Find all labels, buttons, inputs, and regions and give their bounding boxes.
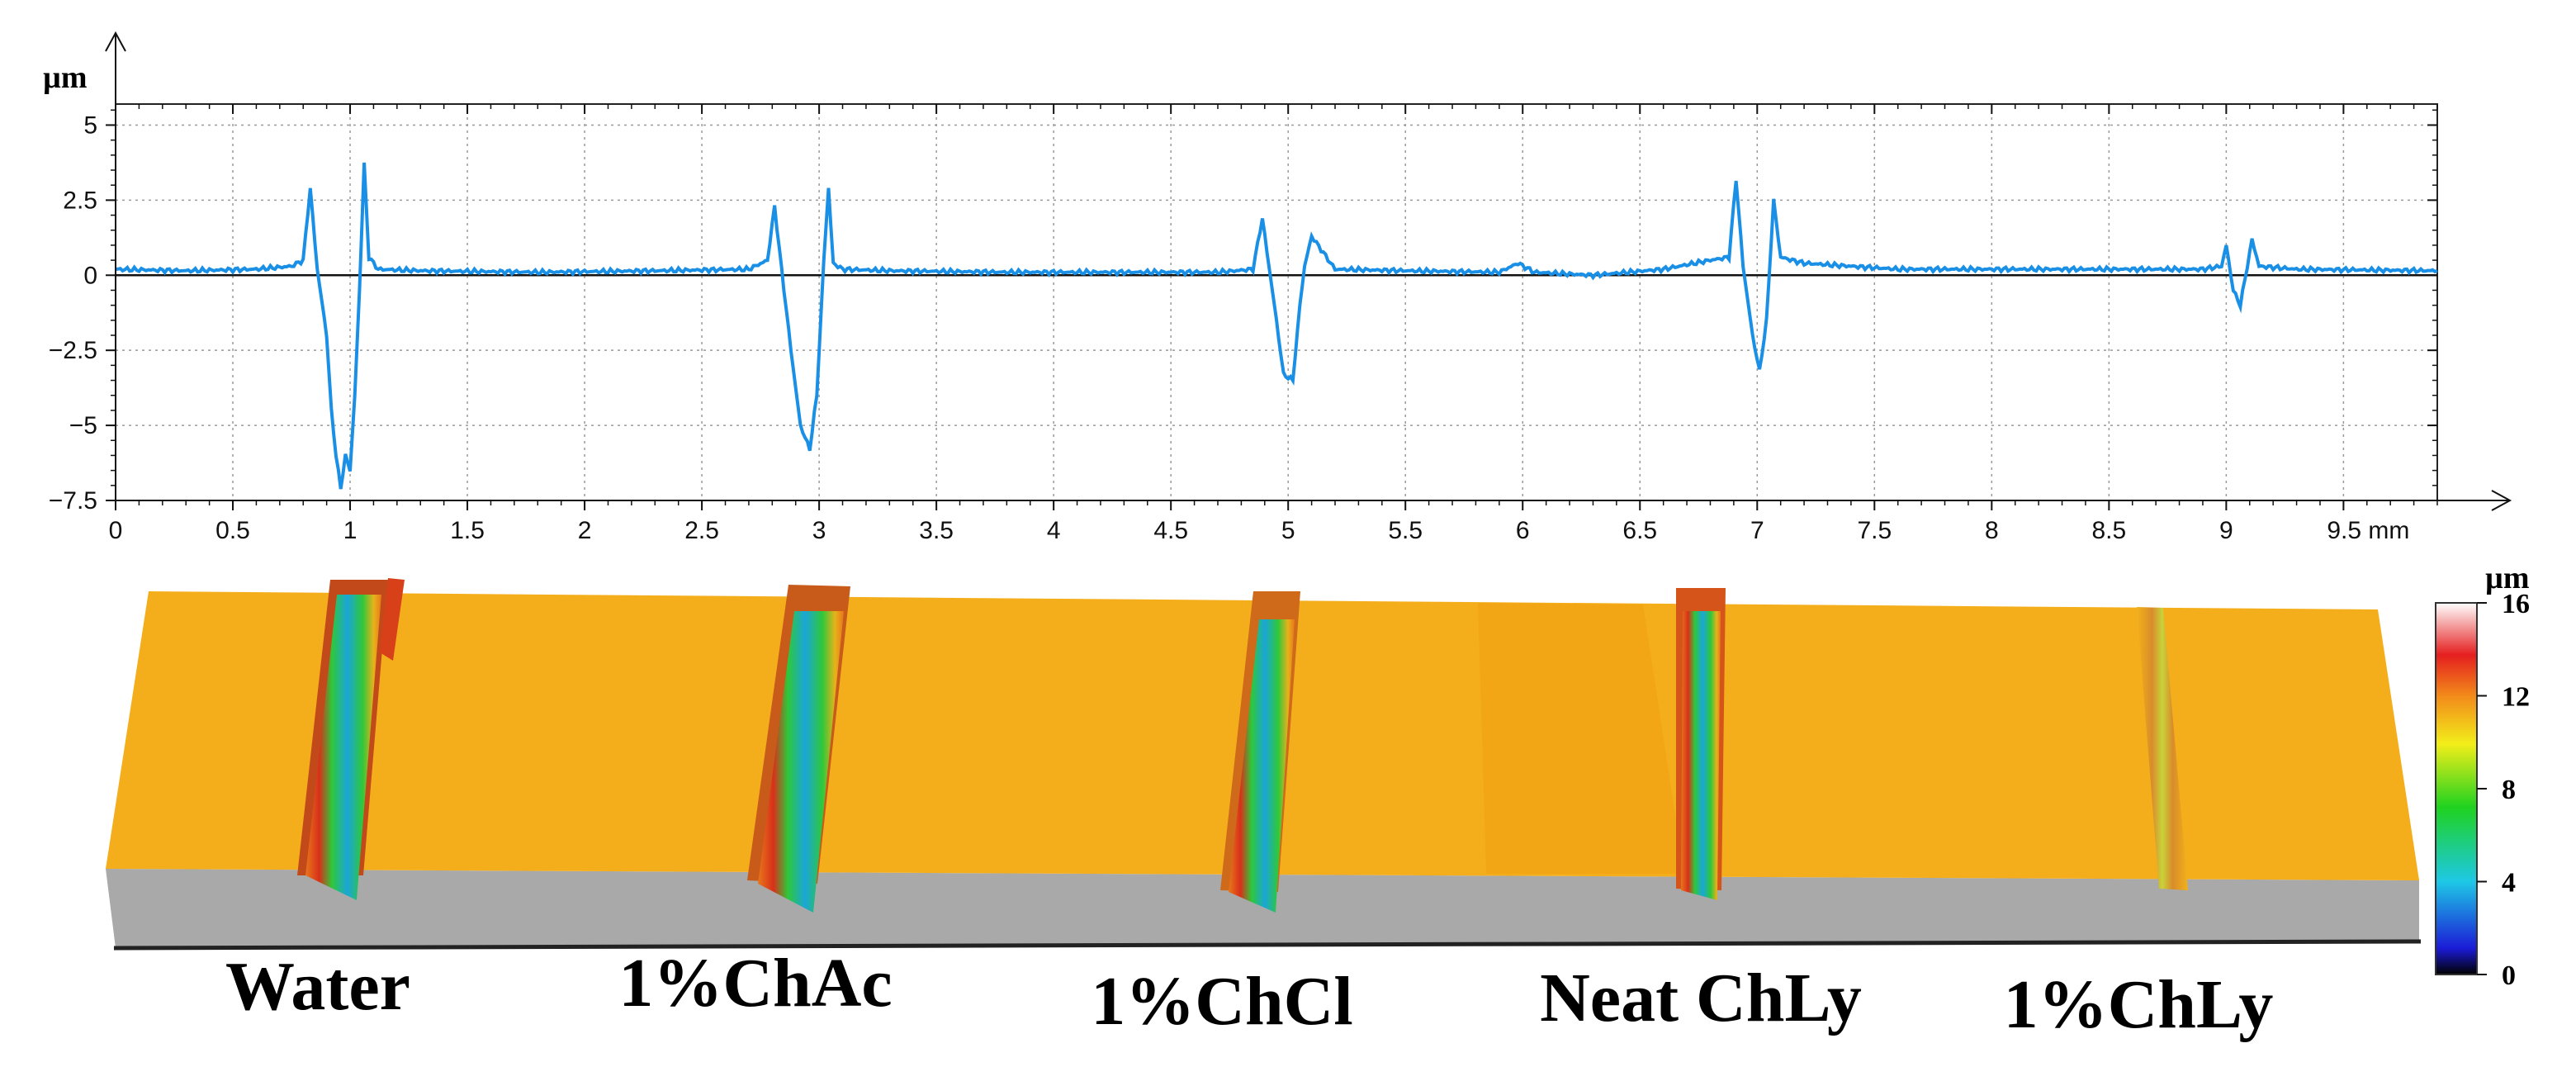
sample-label: 1%ChAc [618,945,892,1022]
surface-side-face [106,869,2419,948]
x-tick-label: 6.5 [1622,517,1657,544]
x-tick-label: 0.5 [215,517,250,544]
profile-plot: µm 5 2.5 0 −2.5 −5 −7.5 0 0.5 1 1.5 2 2.5 3 3.5 4 4.5 5… [43,31,2512,544]
y-tick-label: 0 [83,262,97,289]
x-tick-label: 9.5 mm [2327,517,2409,544]
surface-base-edge [113,939,2422,951]
x-tick-label: 8 [1985,517,1999,544]
x-axis-arrow-icon [2491,490,2512,511]
colorbar-tick-label: 4 [2502,868,2516,899]
colorbar-ticks: 16 12 8 4 0 [2477,589,2530,991]
sample-label: 1%ChLy [2004,966,2274,1043]
x-tick-label: 5 [1281,517,1295,544]
colorbar: µm 16 12 8 4 0 [2435,561,2530,991]
plot-frame [115,103,2438,501]
x-tick-label: 6 [1516,517,1530,544]
y-axis-arrow-icon [105,31,126,52]
colorbar-tick-label: 0 [2502,960,2516,991]
surface-render [106,578,2422,951]
y-tick-label: −7.5 [49,487,97,515]
x-tick-label: 7 [1750,517,1764,544]
colorbar-gradient [2435,602,2478,975]
x-tick-label: 2 [578,517,592,544]
x-tick-label: 3 [812,517,826,544]
groove-1pct-chcl [1220,591,1300,913]
x-tick-label: 3.5 [919,517,954,544]
x-tick-label: 2.5 [684,517,719,544]
sample-label: Neat ChLy [1540,960,1862,1036]
groove-1pct-chly [2137,607,2188,890]
surface-shade-band [1478,603,1684,874]
x-tick-label: 9 [2219,517,2233,544]
y-axis-unit: µm [43,60,88,95]
x-tick-label: 0 [109,517,123,544]
sample-label: Water [225,948,410,1025]
colorbar-tick-label: 8 [2502,775,2516,805]
x-tick-label: 8.5 [2091,517,2126,544]
x-tick-label: 4 [1047,517,1061,544]
x-tick-label: 4.5 [1153,517,1188,544]
y-tick-labels: 5 2.5 0 −2.5 −5 −7.5 [49,111,97,515]
x-tick-label: 7.5 [1857,517,1892,544]
x-tick-label: 1 [343,517,358,544]
x-tick-labels: 0 0.5 1 1.5 2 2.5 3 3.5 4 4.5 5 5.5 6 6.5 7 7.5 8 8.5 9 9.5… [109,517,2410,544]
groove-1pct-chac [747,585,850,913]
series-profile-line [115,162,2438,490]
x-tick-label: 5.5 [1388,517,1423,544]
groove-water [297,578,405,900]
sample-labels: Water 1%ChAc 1%ChCl Neat ChLy 1%ChLy [225,945,2273,1043]
colorbar-unit: µm [2485,561,2530,595]
y-tick-label: −2.5 [49,337,97,364]
y-tick-label: 2.5 [63,187,97,214]
y-tick-label: 5 [83,111,97,139]
colorbar-tick-label: 12 [2502,682,2530,713]
sample-label: 1%ChCl [1091,963,1352,1040]
grid [116,104,2437,501]
x-tick-label: 1.5 [450,517,485,544]
colorbar-tick-label: 16 [2502,589,2530,619]
groove-neat-chly [1676,588,1726,900]
y-tick-label: −5 [69,412,97,439]
